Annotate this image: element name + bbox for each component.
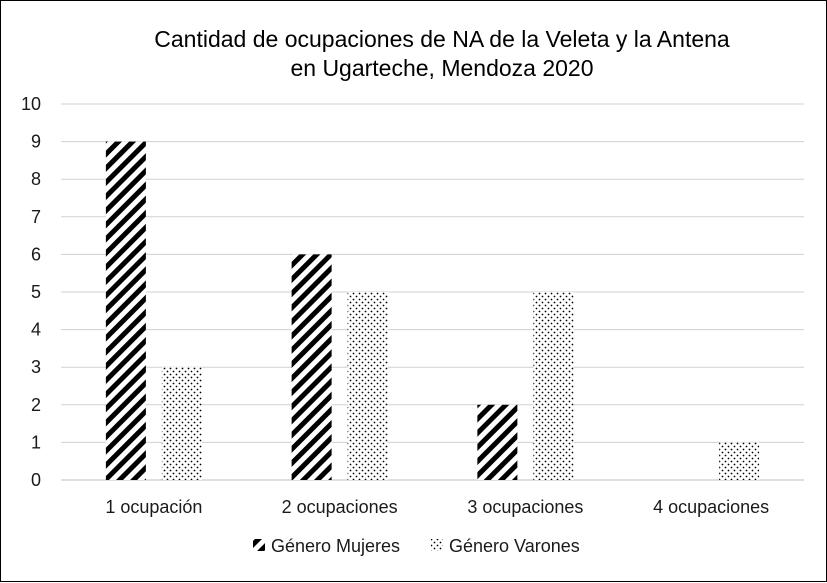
y-tick-label: 10 (21, 94, 41, 114)
chart-title-line-1: Cantidad de ocupaciones de NA de la Vele… (154, 26, 730, 52)
x-category-label: 2 ocupaciones (282, 497, 398, 517)
bar-mujeres-3 (477, 404, 518, 480)
legend-swatch-varones (431, 539, 443, 551)
bar-mujeres-1 (105, 141, 146, 480)
y-tick-label: 7 (31, 207, 41, 227)
y-tick-label: 4 (31, 320, 41, 340)
y-tick-label: 2 (31, 395, 41, 415)
x-axis-categories: 1 ocupación 2 ocupaciones 3 ocupaciones 4 o… (105, 497, 769, 517)
legend: Género Mujeres Género Varones (253, 536, 580, 556)
y-axis-ticks: 0 1 2 3 4 5 6 7 8 9 10 (21, 94, 41, 490)
bar-varones-3 (533, 292, 574, 480)
x-category-label: 1 ocupación (105, 497, 202, 517)
bar-varones-2 (347, 292, 388, 480)
x-category-label: 4 ocupaciones (653, 497, 769, 517)
legend-label-mujeres: Género Mujeres (271, 536, 400, 556)
y-tick-label: 3 (31, 357, 41, 377)
y-tick-label: 9 (31, 132, 41, 152)
y-tick-label: 1 (31, 432, 41, 452)
y-tick-label: 0 (31, 470, 41, 490)
legend-item-mujeres: Género Mujeres (253, 536, 400, 556)
legend-swatch-mujeres (253, 539, 265, 551)
bar-varones-1 (161, 367, 202, 480)
y-tick-label: 6 (31, 244, 41, 264)
y-tick-label: 5 (31, 282, 41, 302)
chart-title-line-2: en Ugarteche, Mendoza 2020 (290, 55, 593, 81)
y-tick-label: 8 (31, 169, 41, 189)
bars (105, 141, 760, 480)
bar-mujeres-2 (291, 254, 332, 480)
bar-varones-4 (719, 442, 760, 480)
legend-label-varones: Género Varones (449, 536, 580, 556)
x-category-label: 3 ocupaciones (467, 497, 583, 517)
legend-item-varones: Género Varones (431, 536, 580, 556)
